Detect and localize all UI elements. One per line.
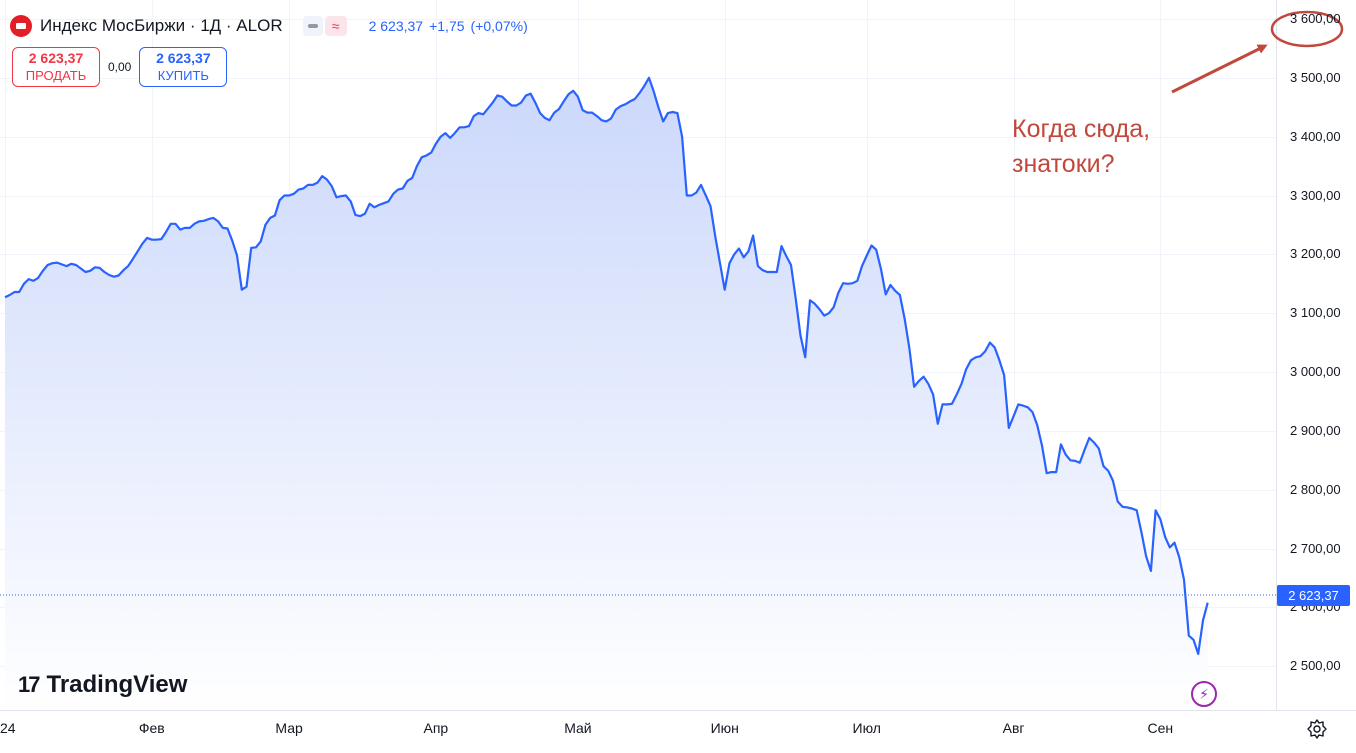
tradingview-mark-icon: 17 (18, 672, 41, 697)
annotation-line-2: знатоки? (1012, 150, 1115, 178)
x-tick-label: Фев (138, 720, 165, 736)
gear-icon[interactable] (1306, 718, 1328, 740)
header-change-pct: (+0,07%) (470, 18, 528, 34)
trade-panel: 2 623,37 ПРОДАТЬ 0,00 2 623,37 КУПИТЬ (12, 47, 228, 87)
spread-value: 0,00 (108, 60, 132, 74)
x-tick-label: Май (564, 720, 592, 736)
y-tick-label: 2 700,00 (1290, 540, 1341, 556)
x-tick-label: Июн (710, 720, 739, 736)
buy-button[interactable]: 2 623,37 КУПИТЬ (139, 47, 228, 87)
y-tick-label: 3 500,00 (1290, 69, 1341, 85)
x-tick-label: Июл (852, 720, 881, 736)
y-tick-label: 3 200,00 (1290, 246, 1341, 262)
x-tick-label: Апр (423, 720, 449, 736)
lightning-bolt-icon[interactable]: ⚡ (1191, 681, 1217, 707)
series-line[interactable] (4, 76, 1209, 655)
x-tick-label: 24 (0, 720, 16, 736)
x-tick-label: Мар (275, 720, 303, 736)
y-tick-label: 3 000,00 (1290, 364, 1341, 380)
series-area (5, 77, 1208, 711)
tradingview-wordmark: TradingView (46, 671, 188, 698)
annotation-arrow (1171, 44, 1268, 94)
y-tick-label: 2 900,00 (1290, 422, 1341, 438)
delayed-data-icon[interactable]: ≈ (324, 16, 347, 36)
sell-label: ПРОДАТЬ (25, 68, 87, 83)
y-tick-label: 3 600,00 (1290, 11, 1341, 26)
annotation-line-1: Когда сюда, (1012, 115, 1151, 143)
tradingview-logo[interactable]: 17 TradingView (18, 671, 187, 699)
y-tick-label: 3 400,00 (1290, 128, 1341, 144)
last-price-tag: 2 623,37 (1277, 585, 1350, 606)
header-change: +1,75 (429, 18, 465, 34)
x-tick-label: Сен (1147, 720, 1174, 736)
annotation-text: Когда сюда, знатоки? (1012, 112, 1150, 182)
annotation-circle (1270, 10, 1344, 48)
buy-price: 2 623,37 (156, 50, 211, 66)
y-tick-label: 3 100,00 (1290, 305, 1341, 321)
y-tick-label: 2 800,00 (1290, 481, 1341, 497)
x-tick-label: Авг (1002, 720, 1025, 736)
y-tick-label: 3 300,00 (1290, 187, 1341, 203)
buy-label: КУПИТЬ (157, 68, 209, 83)
sell-button[interactable]: 2 623,37 ПРОДАТЬ (12, 47, 100, 87)
collapse-icon[interactable] (302, 16, 323, 36)
header-price: 2 623,37 (368, 18, 424, 34)
sell-price: 2 623,37 (28, 50, 84, 66)
moex-logo-icon (10, 15, 32, 37)
chart-header: Индекс МосБиржи · 1Д · ALOR ≈ 2 623,37 +… (10, 12, 528, 40)
y-tick-label: 2 500,00 (1290, 658, 1341, 674)
header-badges: ≈ (302, 16, 347, 36)
symbol-title[interactable]: Индекс МосБиржи · 1Д · ALOR (40, 16, 283, 35)
header-quote: 2 623,37 +1,75 (+0,07%) (369, 18, 528, 34)
